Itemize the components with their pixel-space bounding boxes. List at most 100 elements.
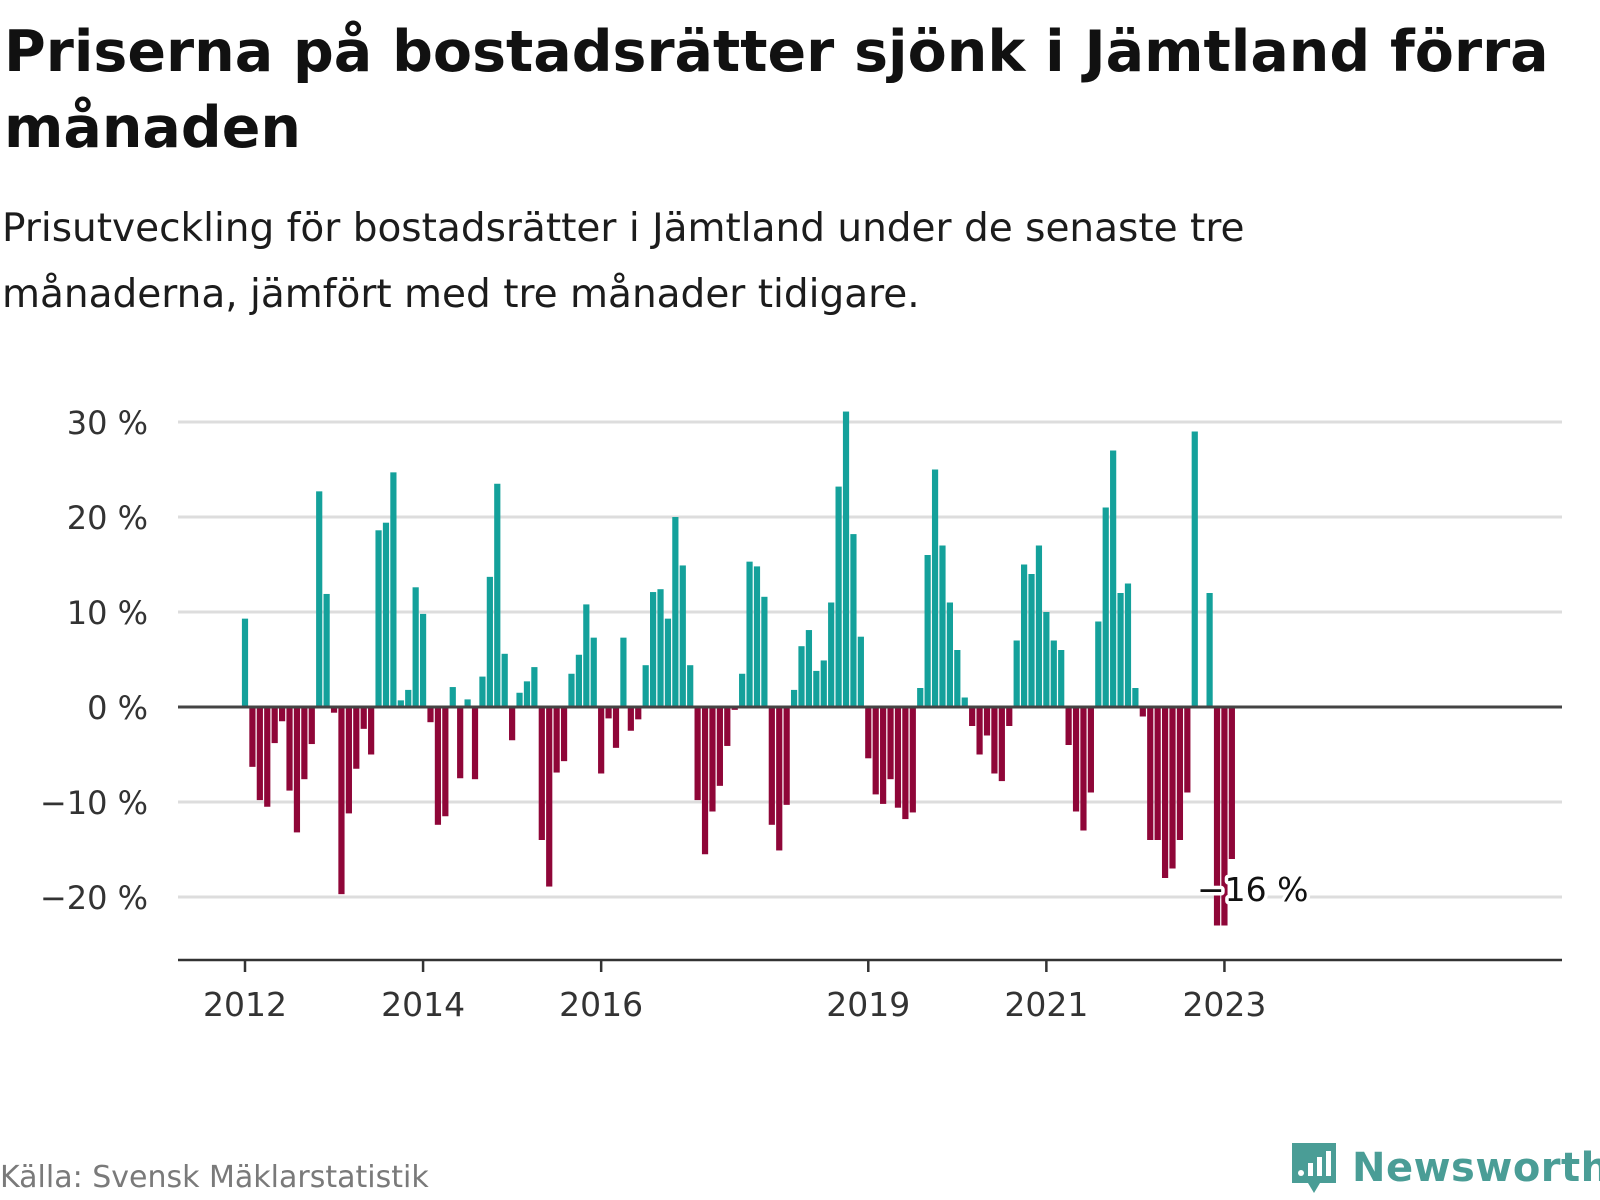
- bar: [397, 700, 404, 707]
- bar-chart: 30 %20 %10 %0 %−10 %−20 % 2012 2014 2016 20…: [40, 404, 1562, 1024]
- bar: [939, 545, 946, 707]
- bar: [790, 689, 798, 707]
- bar: [531, 667, 538, 707]
- y-tick-label: −20 %: [40, 879, 148, 917]
- bar: [709, 707, 716, 812]
- bar: [1095, 621, 1102, 707]
- bar: [486, 576, 493, 707]
- bar: [701, 707, 709, 855]
- bar: [1043, 612, 1050, 707]
- bar: [1072, 707, 1080, 812]
- bar: [1132, 688, 1139, 707]
- bar: [642, 665, 649, 707]
- x-tick-label: 2023: [1182, 985, 1266, 1024]
- bar: [931, 469, 939, 707]
- bar: [761, 596, 768, 707]
- bar: [887, 707, 894, 780]
- newsworthy-logo[interactable]: Newsworthy: [1290, 1138, 1600, 1198]
- bar: [776, 707, 783, 851]
- bar: [345, 707, 352, 814]
- bar: [1139, 707, 1146, 717]
- x-tick-label: 2012: [203, 985, 287, 1024]
- bar: [457, 707, 464, 779]
- bar: [627, 707, 634, 731]
- bar: [991, 707, 998, 774]
- bar: [635, 707, 642, 720]
- chart-title: Priserna på bostadsrätter sjönk i Jämtla…: [4, 19, 1549, 161]
- bar: [330, 707, 338, 713]
- bar: [1065, 707, 1072, 745]
- bar: [805, 630, 813, 707]
- bar: [509, 707, 516, 741]
- bar: [1117, 593, 1124, 707]
- bar: [1013, 640, 1020, 707]
- bar: [620, 637, 627, 707]
- bar: [783, 707, 790, 805]
- bar: [1206, 593, 1213, 707]
- bar: [694, 707, 701, 801]
- bar: [909, 707, 916, 813]
- x-tick-label: 2016: [559, 985, 643, 1024]
- bar: [1110, 450, 1117, 707]
- bar: [286, 707, 293, 791]
- bar: [820, 660, 827, 707]
- bar: [1080, 707, 1087, 831]
- bar: [679, 565, 686, 707]
- bar: [390, 472, 397, 707]
- bar: [650, 592, 657, 707]
- bar: [293, 707, 301, 833]
- bar: [664, 618, 672, 707]
- bar: [516, 692, 523, 707]
- bar: [1028, 574, 1035, 707]
- bar: [1035, 545, 1043, 707]
- bar: [360, 707, 367, 729]
- bar: [961, 697, 968, 707]
- bar: [954, 650, 961, 707]
- bar: [1213, 707, 1221, 926]
- bar: [924, 555, 931, 707]
- bar: [746, 561, 753, 707]
- bar: [583, 604, 590, 707]
- bar: [842, 411, 850, 707]
- bar: [1006, 707, 1013, 726]
- bar: [657, 589, 664, 707]
- x-axis: 2012 2014 2016 2019 2021 2023: [178, 705, 1562, 1024]
- bar: [419, 613, 427, 707]
- bar: [1102, 507, 1109, 707]
- bar: [382, 522, 390, 707]
- bar: [687, 665, 694, 707]
- y-tick-label: 30 %: [67, 404, 148, 442]
- bar: [598, 707, 605, 774]
- bar: [353, 707, 360, 769]
- bar: [1124, 583, 1132, 707]
- bar: [464, 699, 471, 707]
- annotation: −16 %: [1193, 867, 1312, 913]
- bar: [828, 602, 835, 707]
- bar: [375, 530, 382, 707]
- bar: [857, 636, 864, 707]
- bar: [716, 707, 723, 786]
- bar: [501, 653, 508, 707]
- bar: [1184, 707, 1191, 793]
- bar: [768, 707, 775, 825]
- bar: [813, 670, 820, 707]
- bar: [969, 707, 976, 726]
- annotation-label: −16 %: [1197, 870, 1309, 909]
- bar: [316, 491, 323, 707]
- bar: [672, 517, 679, 707]
- bar: [575, 654, 582, 707]
- bar: [523, 681, 531, 707]
- gridlines: [178, 420, 1562, 899]
- bar: [449, 687, 456, 707]
- bar: [471, 707, 479, 780]
- bar: [946, 602, 953, 707]
- bar: [1221, 707, 1228, 926]
- bar: [753, 566, 761, 707]
- bar: [724, 707, 731, 746]
- bar: [308, 707, 315, 745]
- bar: [902, 707, 909, 820]
- bar: [560, 707, 568, 762]
- bar: [1050, 640, 1057, 707]
- bar: [1161, 707, 1169, 878]
- bar: [1147, 707, 1154, 840]
